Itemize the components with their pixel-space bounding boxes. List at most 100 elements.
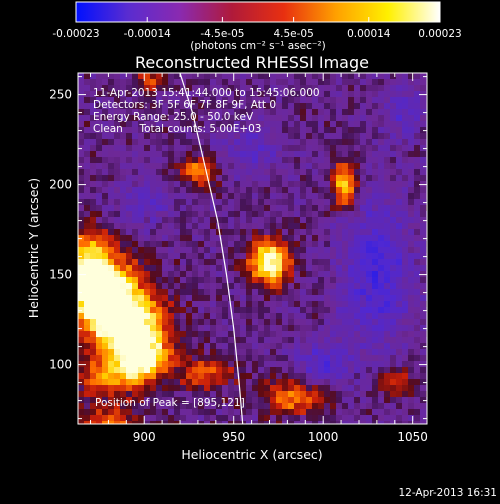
heatmap-cell bbox=[162, 307, 169, 314]
heatmap-cell bbox=[114, 397, 121, 404]
heatmap-cell bbox=[408, 175, 415, 182]
heatmap-cell bbox=[138, 301, 145, 308]
heatmap-cell bbox=[192, 373, 199, 380]
heatmap-cell bbox=[162, 97, 169, 104]
heatmap-cell bbox=[288, 373, 295, 380]
heatmap-cell bbox=[186, 85, 193, 92]
heatmap-cell bbox=[204, 355, 211, 362]
heatmap-cell bbox=[300, 403, 307, 410]
heatmap-cell bbox=[228, 289, 235, 296]
heatmap-cell bbox=[288, 415, 295, 422]
heatmap-cell bbox=[234, 145, 241, 152]
heatmap-cell bbox=[120, 247, 127, 254]
heatmap-cell bbox=[384, 175, 391, 182]
heatmap-cell bbox=[120, 133, 127, 140]
heatmap-cell bbox=[192, 115, 199, 122]
heatmap-cell bbox=[96, 163, 103, 170]
heatmap-cell bbox=[306, 277, 313, 284]
heatmap-cell bbox=[114, 331, 121, 338]
heatmap-cell bbox=[324, 349, 331, 356]
heatmap-cell bbox=[102, 415, 109, 422]
heatmap-cell bbox=[162, 277, 169, 284]
heatmap-cell bbox=[78, 133, 85, 140]
chart-title: Reconstructed RHESSI Image bbox=[135, 53, 369, 72]
heatmap-cell bbox=[402, 145, 409, 152]
heatmap-cell bbox=[372, 373, 379, 380]
heatmap-cell bbox=[396, 379, 403, 386]
heatmap-cell bbox=[156, 331, 163, 338]
heatmap-cell bbox=[330, 271, 337, 278]
heatmap-cell bbox=[396, 373, 403, 380]
heatmap-cell bbox=[282, 235, 289, 242]
heatmap-cell bbox=[366, 217, 373, 224]
heatmap-cell bbox=[396, 343, 403, 350]
heatmap-cell bbox=[270, 121, 277, 128]
heatmap-cell bbox=[144, 349, 151, 356]
heatmap-cell bbox=[234, 115, 241, 122]
heatmap-cell bbox=[144, 73, 151, 80]
heatmap-cell bbox=[396, 199, 403, 206]
heatmap-cell bbox=[252, 199, 259, 206]
heatmap-cell bbox=[198, 361, 205, 368]
heatmap-cell bbox=[120, 121, 127, 128]
heatmap-cell bbox=[234, 103, 241, 110]
heatmap-cell bbox=[222, 217, 229, 224]
heatmap-cell bbox=[228, 133, 235, 140]
heatmap-cell bbox=[324, 211, 331, 218]
heatmap-cell bbox=[270, 343, 277, 350]
heatmap-cell bbox=[78, 283, 85, 290]
heatmap-cell bbox=[366, 199, 373, 206]
heatmap-cell bbox=[174, 163, 181, 170]
heatmap-cell bbox=[138, 331, 145, 338]
heatmap-cell bbox=[354, 307, 361, 314]
heatmap-cell bbox=[294, 85, 301, 92]
heatmap-cell bbox=[234, 253, 241, 260]
heatmap-cell bbox=[408, 145, 415, 152]
heatmap-cell bbox=[180, 115, 187, 122]
heatmap-cell bbox=[324, 307, 331, 314]
heatmap-cell bbox=[168, 175, 175, 182]
heatmap-cell bbox=[144, 319, 151, 326]
heatmap-cell bbox=[270, 259, 277, 266]
heatmap-cell bbox=[180, 373, 187, 380]
heatmap-cell bbox=[108, 175, 115, 182]
heatmap-cell bbox=[174, 127, 181, 134]
heatmap-cell bbox=[408, 241, 415, 248]
heatmap-cell bbox=[144, 85, 151, 92]
heatmap-cell bbox=[372, 421, 379, 424]
heatmap-cell bbox=[222, 319, 229, 326]
heatmap-cell bbox=[126, 205, 133, 212]
heatmap-cell bbox=[282, 367, 289, 374]
heatmap-cell bbox=[240, 133, 247, 140]
heatmap-cell bbox=[102, 85, 109, 92]
heatmap-cell bbox=[330, 73, 337, 80]
heatmap-cell bbox=[234, 343, 241, 350]
heatmap-cell bbox=[354, 403, 361, 410]
heatmap-cell bbox=[360, 307, 367, 314]
heatmap-cell bbox=[114, 361, 121, 368]
heatmap-cell bbox=[264, 331, 271, 338]
heatmap-cell bbox=[306, 163, 313, 170]
heatmap-cell bbox=[354, 349, 361, 356]
heatmap-cell bbox=[204, 193, 211, 200]
heatmap-cell bbox=[144, 361, 151, 368]
heatmap-cell bbox=[294, 253, 301, 260]
heatmap-cell bbox=[198, 79, 205, 86]
heatmap-cell bbox=[402, 163, 409, 170]
heatmap-cell bbox=[402, 313, 409, 320]
heatmap-cell bbox=[168, 103, 175, 110]
heatmap-cell bbox=[288, 289, 295, 296]
heatmap-cell bbox=[138, 277, 145, 284]
heatmap-cell bbox=[216, 193, 223, 200]
heatmap-cell bbox=[318, 85, 325, 92]
heatmap-cell bbox=[270, 289, 277, 296]
heatmap-cell bbox=[216, 151, 223, 158]
heatmap-cell bbox=[126, 343, 133, 350]
heatmap-cell bbox=[324, 145, 331, 152]
heatmap-cell bbox=[366, 373, 373, 380]
heatmap-cell bbox=[204, 373, 211, 380]
heatmap-cell bbox=[414, 289, 421, 296]
heatmap-cell bbox=[354, 379, 361, 386]
heatmap-cell bbox=[222, 205, 229, 212]
heatmap-cell bbox=[78, 349, 85, 356]
